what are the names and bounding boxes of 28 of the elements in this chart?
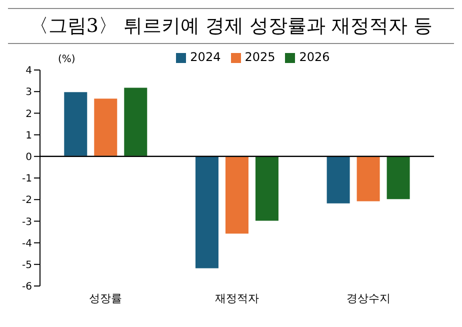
- legend-label: 2026: [299, 50, 330, 64]
- bar: [93, 98, 118, 157]
- y-tick-label: -3: [22, 216, 32, 228]
- y-tick-label: 2: [26, 108, 32, 120]
- y-tick-label: 0: [26, 152, 32, 163]
- x-tick-label: 성장률: [89, 292, 122, 305]
- bar: [356, 156, 381, 202]
- y-tick-label: 3: [26, 87, 32, 98]
- bar: [254, 156, 280, 222]
- bar: [326, 156, 351, 204]
- x-tick-label: 재정적자: [215, 292, 259, 305]
- legend-label: 2024: [190, 50, 221, 64]
- y-tick-label: -2: [22, 195, 32, 206]
- y-tick-label: -1: [22, 174, 32, 185]
- bar: [386, 156, 411, 200]
- bar: [123, 86, 148, 157]
- legend-label: 2025: [244, 50, 276, 64]
- x-tick-label: 경상수지: [346, 292, 390, 305]
- y-tick-label: -4: [22, 238, 32, 250]
- y-tick-label: -6: [22, 282, 32, 293]
- y-tick-label: -5: [22, 260, 32, 271]
- bar: [224, 156, 250, 235]
- bar: [63, 91, 88, 157]
- chart-title: 〈그림3〉 튀르키예 경제 성장률과 재정적자 등: [8, 8, 454, 44]
- y-tick-label: 1: [26, 130, 32, 142]
- y-axis-title: (%): [58, 54, 76, 65]
- y-tick-label: 4: [26, 66, 32, 77]
- bar: [194, 156, 220, 270]
